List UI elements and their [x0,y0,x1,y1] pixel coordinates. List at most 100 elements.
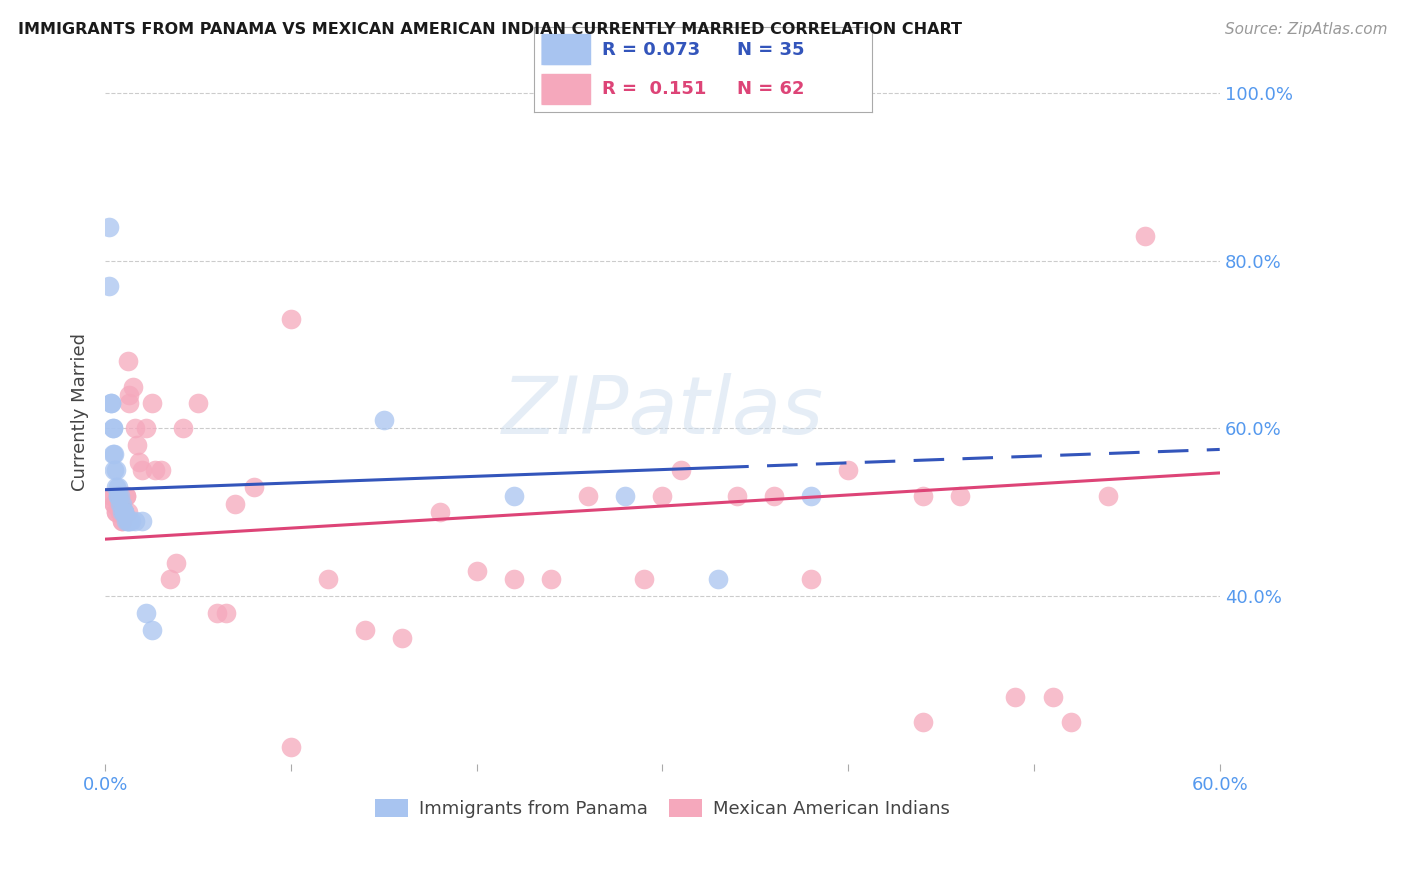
Text: R = 0.073: R = 0.073 [602,41,700,59]
Point [125,438,148,452]
Point [112,505,135,519]
Point [762,489,785,503]
Point [117,514,139,528]
Point [97,279,120,293]
Point [800,489,823,503]
Point [165,556,187,570]
Point [101,421,124,435]
Point [149,463,172,477]
Point [391,631,413,645]
Point [103,497,125,511]
Point [1097,489,1119,503]
Point [187,396,209,410]
Point [117,514,139,528]
Point [1060,714,1083,729]
Point [1004,690,1026,704]
Point [145,463,167,477]
Point [112,505,135,519]
Point [800,573,823,587]
Point [1135,228,1157,243]
Point [669,463,692,477]
Point [111,514,134,528]
Point [103,447,125,461]
FancyBboxPatch shape [541,34,592,66]
Point [911,489,934,503]
Point [112,505,135,519]
Point [1042,690,1064,704]
Point [100,396,122,410]
Legend: Immigrants from Panama, Mexican American Indians: Immigrants from Panama, Mexican American… [368,792,956,825]
Point [114,489,136,503]
Point [651,489,673,503]
Point [118,514,141,528]
Point [105,463,128,477]
Point [122,379,145,393]
Point [105,505,128,519]
Point [105,505,128,519]
Point [429,505,451,519]
Point [114,489,136,503]
Point [502,573,524,587]
Point [103,463,125,477]
Point [118,396,141,410]
Point [141,623,163,637]
Point [107,489,129,503]
Point [159,573,181,587]
Point [111,497,134,511]
Point [215,606,238,620]
Point [111,514,134,528]
Point [124,421,146,435]
Point [243,480,266,494]
Point [101,489,124,503]
Text: IMMIGRANTS FROM PANAMA VS MEXICAN AMERICAN INDIAN CURRENTLY MARRIED CORRELATION : IMMIGRANTS FROM PANAMA VS MEXICAN AMERIC… [18,22,962,37]
Point [120,514,142,528]
Y-axis label: Currently Married: Currently Married [72,333,89,491]
Point [837,463,859,477]
Point [108,489,131,503]
Point [949,489,972,503]
FancyBboxPatch shape [541,73,592,105]
Point [107,489,129,503]
Point [105,480,128,494]
Point [911,714,934,729]
Point [100,489,122,503]
Point [205,606,228,620]
Point [100,396,122,410]
Point [124,514,146,528]
Text: ZIPatlas: ZIPatlas [502,373,824,450]
Point [135,606,157,620]
Point [141,396,163,410]
Point [97,220,120,235]
Point [316,573,339,587]
Point [224,497,246,511]
Point [114,514,136,528]
Point [128,455,150,469]
Point [117,505,139,519]
Point [108,505,131,519]
Text: N = 62: N = 62 [737,80,804,98]
Point [502,489,524,503]
Point [117,354,139,368]
Point [373,413,395,427]
Point [354,623,377,637]
Point [135,421,157,435]
Point [576,489,599,503]
Point [112,505,135,519]
Point [131,463,153,477]
Point [614,489,637,503]
Point [103,497,125,511]
Text: Source: ZipAtlas.com: Source: ZipAtlas.com [1225,22,1388,37]
Point [280,740,302,755]
Point [108,497,131,511]
Point [280,312,302,326]
Point [118,388,141,402]
Point [633,573,655,587]
Point [107,489,129,503]
Point [112,505,135,519]
Text: N = 35: N = 35 [737,41,804,59]
Point [101,421,124,435]
Point [725,489,748,503]
Point [111,505,134,519]
Point [108,505,131,519]
Text: R =  0.151: R = 0.151 [602,80,706,98]
